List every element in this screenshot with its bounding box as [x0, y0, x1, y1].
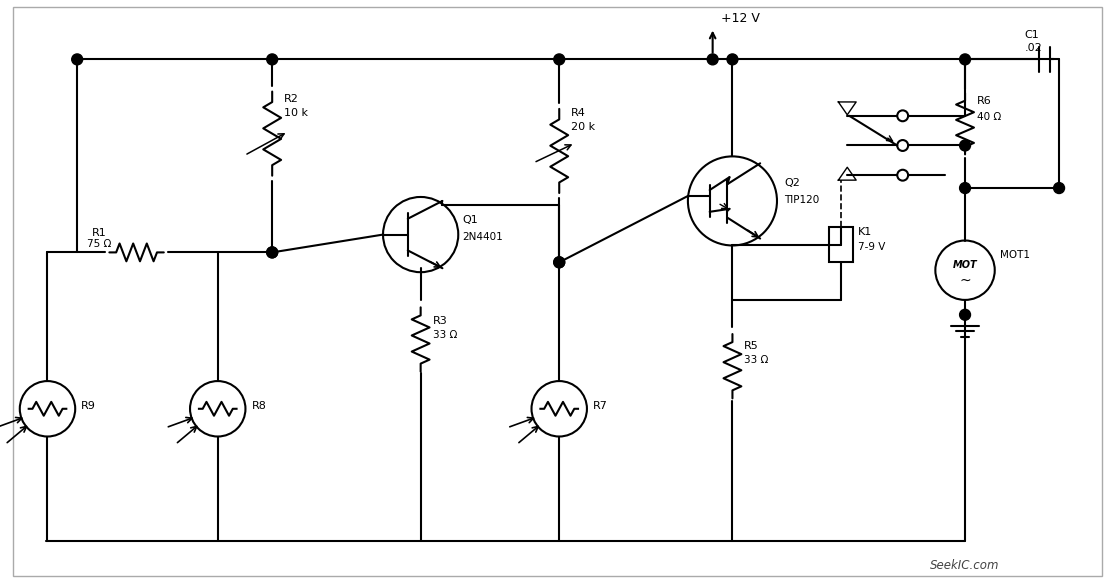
- Circle shape: [960, 183, 970, 193]
- Text: 40 Ω: 40 Ω: [977, 112, 1001, 122]
- Text: MOT1: MOT1: [1000, 250, 1030, 260]
- Circle shape: [267, 247, 278, 258]
- Text: 7-9 V: 7-9 V: [858, 243, 886, 253]
- Text: SeekIC.com: SeekIC.com: [930, 559, 1000, 572]
- Text: .02: .02: [1024, 44, 1042, 54]
- Circle shape: [554, 257, 565, 268]
- Text: 75 Ω: 75 Ω: [87, 239, 112, 250]
- Circle shape: [267, 54, 278, 65]
- Text: R7: R7: [593, 401, 608, 411]
- Circle shape: [960, 54, 970, 65]
- Text: MOT: MOT: [952, 260, 978, 270]
- Circle shape: [707, 54, 718, 65]
- Text: 10 k: 10 k: [284, 108, 309, 118]
- Circle shape: [1054, 183, 1064, 193]
- Text: +12 V: +12 V: [721, 12, 760, 25]
- Text: K1: K1: [858, 226, 873, 236]
- Text: R6: R6: [977, 96, 992, 106]
- Text: 2N4401: 2N4401: [462, 232, 503, 242]
- Text: R9: R9: [81, 401, 96, 411]
- Text: 33 Ω: 33 Ω: [744, 355, 769, 365]
- Text: R5: R5: [744, 342, 759, 352]
- Text: 20 k: 20 k: [571, 122, 595, 132]
- Text: R1: R1: [92, 228, 107, 237]
- Text: TIP120: TIP120: [784, 195, 820, 205]
- Circle shape: [72, 54, 83, 65]
- Text: Q2: Q2: [784, 178, 800, 188]
- Bar: [830, 226, 853, 262]
- Text: 33 Ω: 33 Ω: [432, 329, 457, 339]
- Circle shape: [554, 257, 565, 268]
- Circle shape: [960, 309, 970, 320]
- Text: Q1: Q1: [462, 215, 478, 225]
- Text: C1: C1: [1024, 30, 1040, 40]
- Circle shape: [267, 247, 278, 258]
- Text: R8: R8: [251, 401, 267, 411]
- Text: ~: ~: [959, 274, 971, 288]
- Circle shape: [960, 140, 970, 151]
- Circle shape: [554, 54, 565, 65]
- Circle shape: [727, 54, 738, 65]
- Text: R4: R4: [571, 108, 586, 118]
- Text: R2: R2: [284, 94, 299, 104]
- Text: R3: R3: [432, 315, 447, 326]
